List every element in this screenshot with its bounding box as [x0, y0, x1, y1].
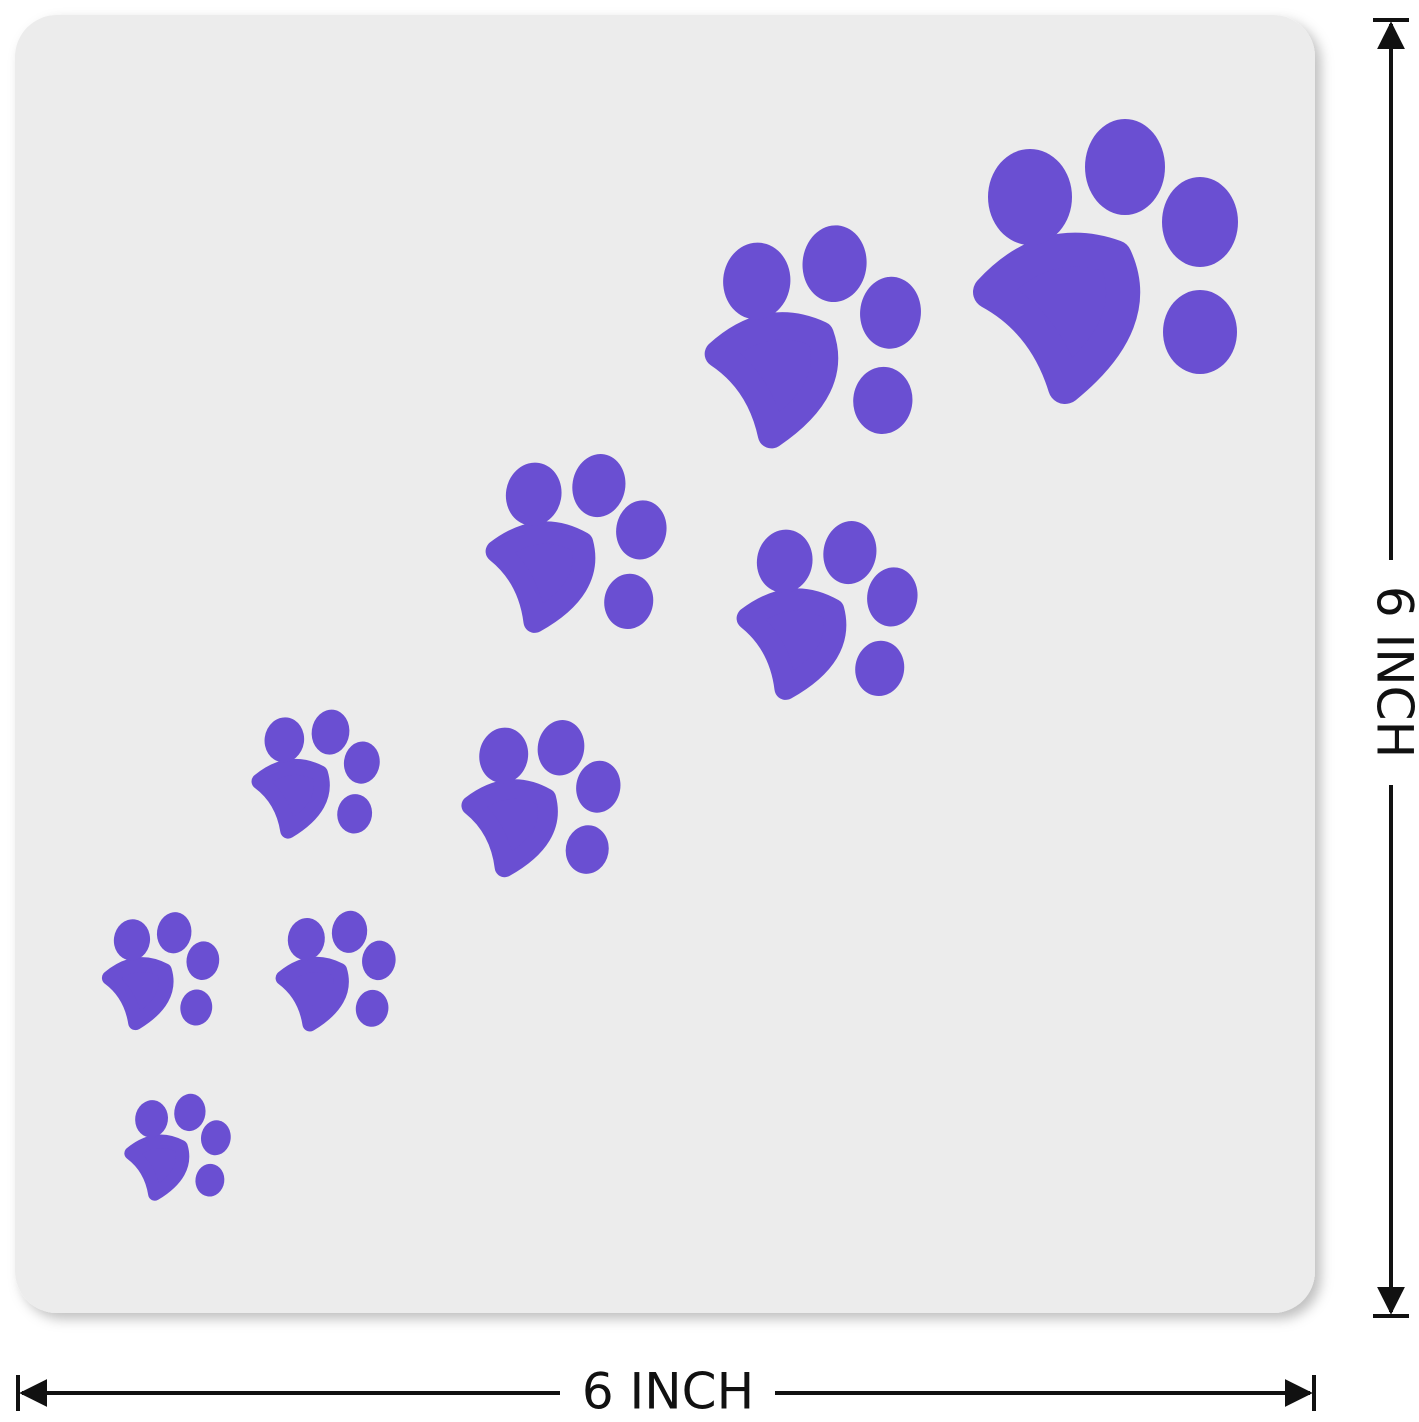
width-label: 6 INCH [582, 1363, 754, 1421]
width-dimension: 6 INCH [16, 1363, 1316, 1421]
height-label: 6 INCH [1366, 586, 1419, 758]
height-dimension: 6 INCH [1366, 18, 1419, 1318]
